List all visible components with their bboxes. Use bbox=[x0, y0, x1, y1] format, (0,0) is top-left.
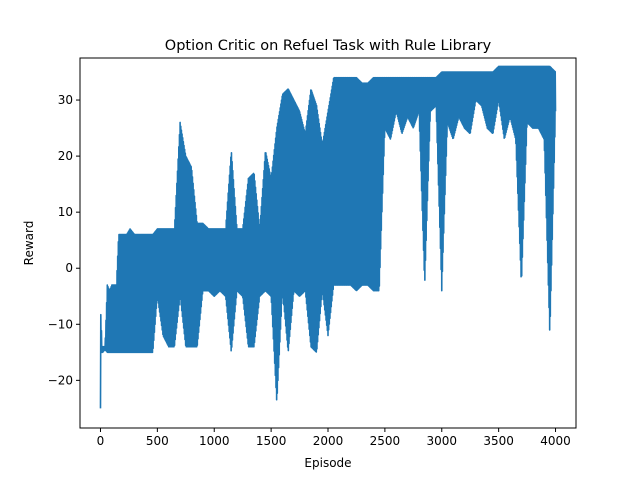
y-tick-label: 20 bbox=[58, 149, 73, 163]
series-line bbox=[99, 65, 557, 409]
y-tick-label: 10 bbox=[58, 205, 73, 219]
x-tick-label: 0 bbox=[97, 434, 105, 448]
x-tick-label: 2500 bbox=[370, 434, 401, 448]
plot-series bbox=[99, 65, 557, 409]
x-axis: 0 500 1000 1500 2000 2500 3000 3500 4000 bbox=[97, 428, 571, 448]
x-tick-label: 3500 bbox=[483, 434, 514, 448]
x-tick-label: 1000 bbox=[199, 434, 230, 448]
x-axis-label: Episode bbox=[304, 456, 351, 470]
x-tick-label: 3000 bbox=[426, 434, 457, 448]
y-axis-label: Reward bbox=[22, 221, 36, 266]
y-axis: −20 −10 0 10 20 30 bbox=[48, 93, 80, 387]
x-tick-label: 500 bbox=[146, 434, 169, 448]
x-tick-label: 4000 bbox=[540, 434, 571, 448]
x-tick-label: 2000 bbox=[313, 434, 344, 448]
y-tick-label: 30 bbox=[58, 93, 73, 107]
x-tick-label: 1500 bbox=[256, 434, 287, 448]
y-tick-label: −10 bbox=[48, 317, 73, 331]
y-tick-label: 0 bbox=[65, 261, 73, 275]
chart-title: Option Critic on Refuel Task with Rule L… bbox=[165, 38, 492, 54]
y-tick-label: −20 bbox=[48, 373, 73, 387]
